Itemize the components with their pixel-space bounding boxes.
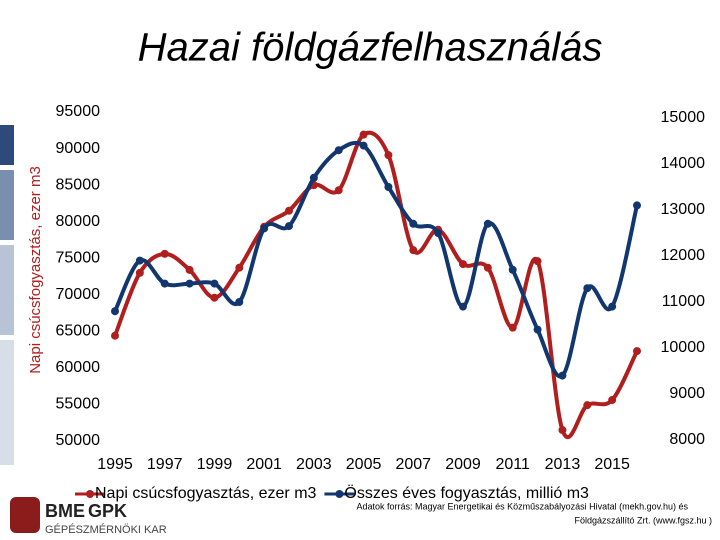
point (633, 201, 641, 210)
x-tick-label: 1995 (97, 456, 133, 473)
y-axis-label: Napi csúcsfogyasztás, ezer m3 (27, 166, 44, 374)
point (111, 331, 119, 340)
point (135, 268, 144, 277)
y-tick-label: 70000 (56, 286, 101, 303)
y-tick-label: 95000 (56, 103, 101, 120)
point (285, 206, 293, 215)
legend-marker (86, 490, 94, 498)
y2-tick-label: 13000 (661, 201, 706, 218)
y-tick-label: 55000 (56, 396, 101, 413)
point (384, 151, 393, 160)
y-tick-label: 90000 (56, 140, 101, 157)
point (260, 224, 269, 233)
y-tick-label: 85000 (56, 176, 101, 193)
point (583, 284, 592, 293)
point (135, 256, 144, 265)
x-tick-label: 2003 (296, 456, 332, 473)
point (309, 173, 318, 182)
y-tick-label: 80000 (56, 213, 101, 230)
y2-tick-label: 11000 (662, 293, 705, 310)
point (185, 265, 194, 274)
point (558, 426, 567, 435)
point (160, 249, 169, 258)
y2-tick-label: 10000 (661, 339, 706, 356)
point (483, 263, 492, 272)
logo-shield (10, 497, 40, 533)
decor-bar (0, 170, 14, 240)
x-tick-label: 1997 (147, 456, 183, 473)
decor-bar (0, 245, 14, 335)
point (508, 323, 517, 332)
point (409, 246, 418, 255)
point (459, 260, 467, 269)
point (508, 265, 517, 274)
point (160, 279, 169, 288)
point (185, 279, 194, 288)
source: Földgázszállító Zrt. (www.fgsz.hu ) (574, 515, 712, 525)
y-tick-label: 65000 (56, 323, 101, 340)
y-tick-label: 75000 (56, 249, 101, 266)
point (334, 186, 343, 195)
point (111, 307, 119, 316)
point (558, 371, 567, 380)
point (359, 141, 368, 150)
point (583, 401, 592, 410)
point (210, 279, 219, 288)
point (235, 263, 244, 272)
legend-marker (335, 490, 344, 498)
legend-label: Összes éves fogyasztás, millió m3 (344, 484, 589, 502)
x-tick-label: 2009 (445, 456, 481, 473)
legend-label: Napi csúcsfogyasztás, ezer m3 (95, 485, 317, 502)
point (608, 396, 617, 405)
x-tick-label: 2011 (496, 456, 531, 473)
x-tick-label: 2005 (346, 456, 382, 473)
y2-tick-label: 12000 (661, 247, 706, 264)
series-line (113, 140, 639, 379)
point (359, 130, 368, 139)
point (633, 347, 641, 356)
point (285, 222, 293, 231)
point (483, 219, 492, 228)
faculty: GÉPÉSZMÉRNÖKI KAR (45, 523, 167, 536)
point (434, 229, 443, 237)
point (334, 146, 343, 155)
decor-bar (0, 125, 14, 165)
point (384, 183, 393, 191)
y-tick-label: 60000 (56, 359, 101, 376)
chart-title: Hazai földgázfelhasználás (138, 26, 603, 70)
y2-tick-label: 14000 (661, 155, 706, 172)
plot (111, 130, 641, 440)
point (533, 257, 542, 266)
logo-text: GPK (88, 501, 127, 521)
point (608, 302, 617, 311)
logo: BME GPK GÉPÉSZMÉRNÖKI KAR (10, 497, 167, 536)
decor-bar (0, 340, 14, 465)
point (459, 302, 467, 311)
y2-tick-label: 8000 (669, 431, 705, 448)
x-tick-label: 2007 (395, 456, 431, 473)
point (533, 325, 542, 334)
x-tick-label: 2013 (545, 456, 581, 473)
point (235, 298, 244, 306)
source: Adatok forrás: Magyar Energetikai és Köz… (357, 501, 689, 511)
x-tick-label: 1999 (197, 456, 233, 473)
logo-text: BME (45, 501, 85, 521)
point (409, 219, 418, 228)
y2-tick-label: 9000 (669, 385, 705, 402)
y2-tick-label: 15000 (661, 109, 706, 126)
point (210, 293, 219, 302)
x-tick-label: 2015 (594, 456, 630, 473)
x-tick-label: 2001 (246, 456, 282, 473)
y-tick-label: 50000 (56, 432, 101, 449)
